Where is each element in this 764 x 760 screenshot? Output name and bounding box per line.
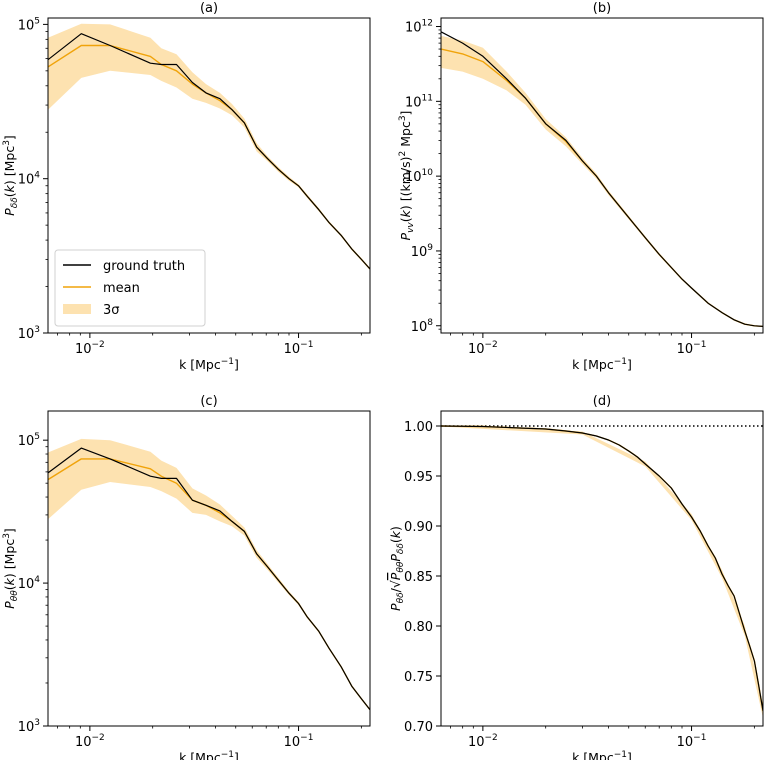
y-tick-label: 1011	[405, 93, 433, 110]
y-tick-label: 103	[18, 718, 40, 735]
x-tick-label: 10−1	[284, 340, 314, 357]
panel-d: 10−2 10−1 0.70 0.75 0.80 0.85 0.90 0.95 1.00 (d) k…	[388, 394, 764, 760]
legend-swatch-band	[63, 304, 91, 314]
x-axis-label: k [Mpc−1]	[179, 750, 239, 760]
plot-area	[441, 31, 763, 328]
x-tick-label: 10−2	[468, 733, 498, 750]
y-tick-label: 104	[18, 171, 41, 188]
y-tick-label: 108	[411, 318, 434, 335]
band-3sigma	[48, 438, 370, 711]
band-3sigma	[48, 23, 370, 271]
x-tick-label: 10−2	[468, 340, 498, 357]
panel-b: 10−2 10−1 108 109 1010 1011 1012 (b) k [Mpc−1] Pv…	[398, 1, 764, 372]
plot-area	[48, 23, 370, 271]
y-tick-label: 0.80	[404, 620, 433, 635]
y-tick-label: 0.95	[404, 470, 433, 485]
series-ground-truth	[441, 425, 763, 712]
axes-frame	[440, 410, 764, 727]
plot-area	[48, 438, 370, 711]
x-axis-label: k [Mpc−1]	[572, 357, 632, 372]
y-tick-label: 1.00	[404, 420, 433, 435]
y-tick-label: 0.75	[404, 670, 433, 685]
panel-title: (c)	[200, 394, 217, 409]
series-mean	[48, 44, 370, 270]
x-tick-label: 10−1	[284, 733, 314, 750]
panel-title: (d)	[593, 394, 611, 409]
series-mean	[441, 425, 763, 712]
x-tick-label: 10−1	[677, 340, 707, 357]
y-axis-label: Pvv(k) [(km/s)2 Mpc3]	[398, 111, 416, 241]
y-tick-label: 104	[18, 575, 41, 592]
x-tick-label: 10−2	[75, 340, 105, 357]
y-tick-label: 1012	[405, 19, 433, 36]
panel-a: 10−2 10−1 103 104 105 (a) k [Mpc−1] Pδδ(k) [Mpc…	[2, 1, 371, 372]
y-tick-label: 109	[411, 243, 434, 260]
axes-frame	[47, 410, 371, 727]
legend-box	[54, 249, 206, 327]
legend-label: mean	[103, 281, 140, 296]
band-3sigma	[441, 425, 763, 718]
y-tick-label: 0.85	[404, 570, 433, 585]
series-mean	[441, 48, 763, 328]
series-mean	[48, 458, 370, 711]
x-tick-label: 10−1	[677, 733, 707, 750]
legend: ground truth mean 3σ	[54, 249, 206, 327]
y-tick-label: 103	[18, 325, 40, 342]
band-3sigma	[441, 35, 763, 327]
series-ground-truth	[48, 447, 370, 711]
panel-c: 10−2 10−1 103 104 105 (c) k [Mpc−1] Pθθ(k) [Mpc…	[2, 394, 371, 760]
x-axis-label: k [Mpc−1]	[572, 750, 632, 760]
series-ground-truth	[441, 31, 763, 327]
y-tick-label: 1010	[405, 168, 433, 185]
y-axis-label: Pθθ(k) [Mpc3]	[2, 528, 20, 609]
plot-area	[441, 425, 763, 718]
axes-frame	[440, 17, 764, 334]
x-axis-label: k [Mpc−1]	[179, 357, 239, 372]
y-tick-label: 105	[18, 16, 40, 33]
panel-title: (a)	[200, 1, 218, 16]
legend-label: 3σ	[103, 303, 120, 318]
y-tick-label: 0.70	[404, 720, 433, 735]
y-tick-label: 105	[18, 432, 40, 449]
series-ground-truth	[48, 33, 370, 270]
legend-label: ground truth	[103, 259, 185, 274]
y-axis-label: Pδδ(k) [Mpc3]	[2, 135, 20, 216]
axes-frame	[47, 17, 371, 334]
x-tick-label: 10−2	[75, 733, 105, 750]
y-tick-label: 0.90	[404, 520, 433, 535]
y-axis-label: Pθδ/√PθθPδδ(k)	[388, 526, 406, 611]
panel-title: (b)	[593, 1, 611, 16]
